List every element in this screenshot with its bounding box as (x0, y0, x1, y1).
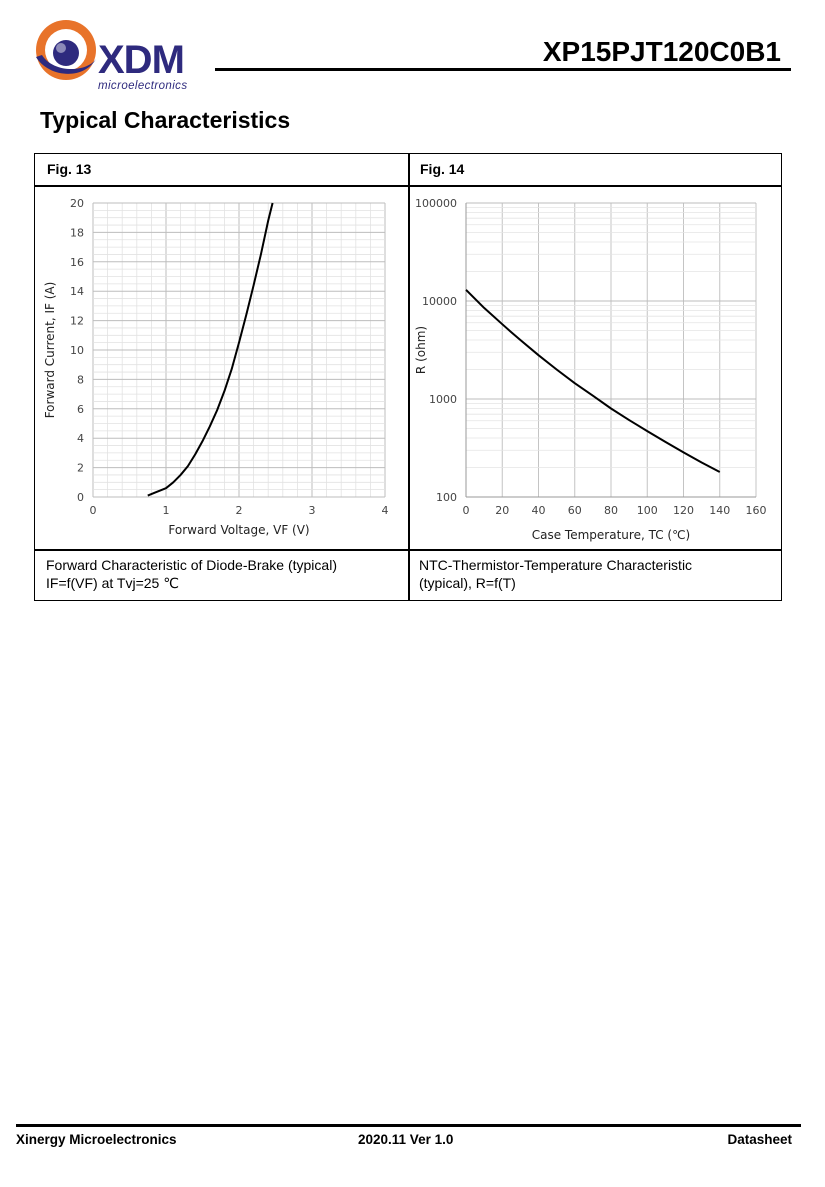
y-tick-label: 100000 (415, 197, 457, 210)
fig14-caption: NTC-Thermistor-Temperature Characteristi… (419, 556, 692, 592)
y-tick-label: 6 (77, 403, 84, 416)
x-tick-label: 2 (236, 504, 243, 517)
y-axis-label: R (ohm) (414, 326, 428, 374)
footer-company: Xinergy Microelectronics (16, 1132, 177, 1147)
footer-rule (16, 1124, 801, 1127)
xdm-logo (36, 20, 96, 80)
fig13-caption-line2: IF=f(VF) at Tvj=25 ℃ (46, 575, 179, 591)
x-tick-label: 0 (90, 504, 97, 517)
x-tick-label: 20 (495, 504, 509, 517)
x-tick-label: 100 (637, 504, 658, 517)
x-tick-label: 120 (673, 504, 694, 517)
x-tick-label: 60 (568, 504, 582, 517)
series-line (147, 202, 274, 497)
fig13-caption-line1: Forward Characteristic of Diode-Brake (t… (46, 557, 337, 573)
y-tick-label: 20 (70, 197, 84, 210)
figures-table: Fig. 13 Fig. 14 Forward Characteristic o… (34, 153, 782, 601)
fig14-chart: 0 20 40 60 80 100 120 140 160 100 1000 10000 100000 C… (414, 197, 767, 542)
y-tick-label: 4 (77, 432, 84, 445)
x-tick-label: 3 (309, 504, 316, 517)
fig14-caption-line1: NTC-Thermistor-Temperature Characteristi… (419, 557, 693, 573)
logo-subtitle: microelectronics (98, 80, 188, 92)
x-tick-label: 4 (382, 504, 389, 517)
section-title: Typical Characteristics (40, 107, 291, 133)
column-divider (408, 154, 410, 600)
x-tick-label: 160 (746, 504, 767, 517)
x-tick-label: 140 (709, 504, 730, 517)
x-tick-label: 0 (463, 504, 470, 517)
fig13-caption: Forward Characteristic of Diode-Brake (t… (46, 556, 337, 592)
x-tick-label: 40 (532, 504, 546, 517)
footer-version: 2020.11 Ver 1.0 (358, 1132, 454, 1147)
x-axis-label: Forward Voltage, VF (V) (168, 523, 309, 537)
y-tick-label: 1000 (429, 393, 457, 406)
document-title: XP15PJT120C0B1 (542, 36, 781, 67)
y-tick-label: 2 (77, 462, 84, 475)
y-tick-label: 8 (77, 373, 84, 386)
y-tick-label: 0 (77, 491, 84, 504)
y-tick-label: 100 (436, 491, 457, 504)
y-tick-label: 14 (70, 285, 84, 298)
y-tick-label: 10000 (422, 295, 457, 308)
fig14-caption-line2: (typical), R=f(T) (419, 575, 516, 591)
x-axis-label: Case Temperature, TC (℃) (532, 528, 690, 542)
fig13-label: Fig. 13 (47, 161, 92, 177)
x-tick-label: 80 (604, 504, 618, 517)
y-tick-label: 12 (70, 315, 84, 328)
series-line (465, 289, 721, 473)
x-tick-label: 1 (163, 504, 170, 517)
y-tick-label: 18 (70, 226, 84, 239)
row-divider-top (35, 185, 781, 187)
y-tick-label: 10 (70, 344, 84, 357)
header-rule (215, 68, 791, 71)
logo-wordmark: XDM (98, 38, 185, 82)
y-axis-label: Forward Current, IF (A) (43, 282, 57, 419)
fig14-label: Fig. 14 (420, 161, 465, 177)
footer-doctype: Datasheet (727, 1132, 792, 1147)
y-tick-label: 16 (70, 256, 84, 269)
row-divider-bottom (35, 549, 781, 551)
